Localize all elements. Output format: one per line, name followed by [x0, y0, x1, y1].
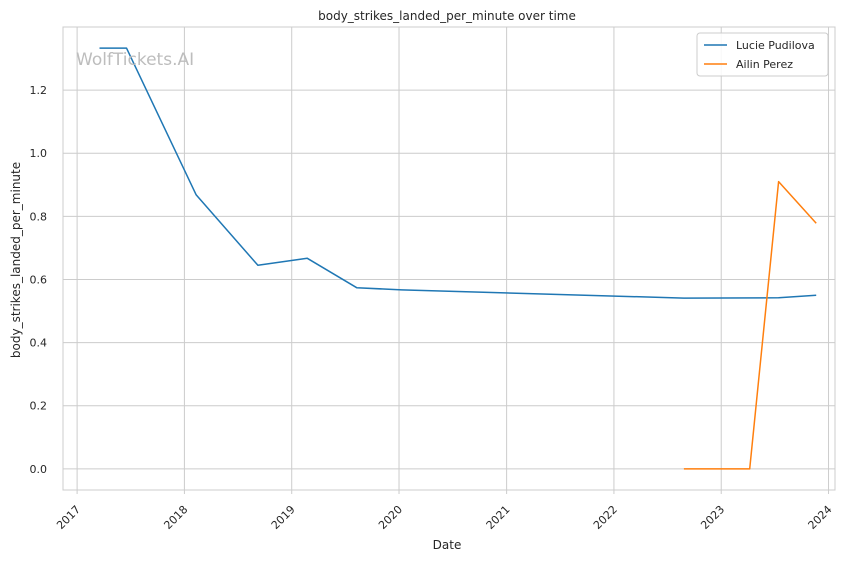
data-point-ailin-perez — [748, 467, 751, 470]
y-tick-label: 1.0 — [30, 147, 48, 160]
series-line-lucie-pudilova — [99, 47, 817, 299]
data-point-lucie-pudilova — [355, 286, 358, 289]
grid-layer — [63, 27, 835, 494]
plot-frame — [62, 26, 836, 491]
data-point-ailin-perez — [777, 180, 780, 183]
legend: Lucie Pudilova Ailin Perez — [696, 32, 829, 77]
data-point-lucie-pudilova — [306, 257, 309, 260]
x-axis-title: Date — [433, 538, 462, 552]
y-tick-label: 0.8 — [30, 210, 48, 223]
data-point-lucie-pudilova — [777, 296, 780, 299]
data-point-lucie-pudilova — [815, 294, 818, 297]
legend-box — [696, 32, 829, 77]
y-tick-label: 0.6 — [30, 273, 48, 286]
y-axis-title: body_strikes_landed_per_minute — [9, 162, 23, 358]
data-point-lucie-pudilova — [256, 264, 259, 267]
y-tick-label: 0.4 — [30, 337, 48, 350]
data-point-ailin-perez — [815, 222, 818, 225]
legend-label-lucie-pudilova: Lucie Pudilova — [736, 39, 815, 52]
data-point-lucie-pudilova — [400, 288, 403, 291]
data-point-lucie-pudilova — [682, 297, 685, 300]
y-tick-label: 1.2 — [30, 84, 48, 97]
y-tick-label: 0.2 — [30, 400, 48, 413]
data-point-lucie-pudilova — [195, 193, 198, 196]
legend-label-ailin-perez: Ailin Perez — [736, 58, 793, 71]
data-point-ailin-perez — [682, 467, 685, 470]
y-tick-label: 0.0 — [30, 463, 48, 476]
series-layer — [99, 47, 818, 470]
watermark: WolfTickets.AI — [76, 50, 194, 70]
series-line-ailin-perez — [683, 180, 817, 470]
chart-title: body_strikes_landed_per_minute over time — [318, 9, 576, 23]
